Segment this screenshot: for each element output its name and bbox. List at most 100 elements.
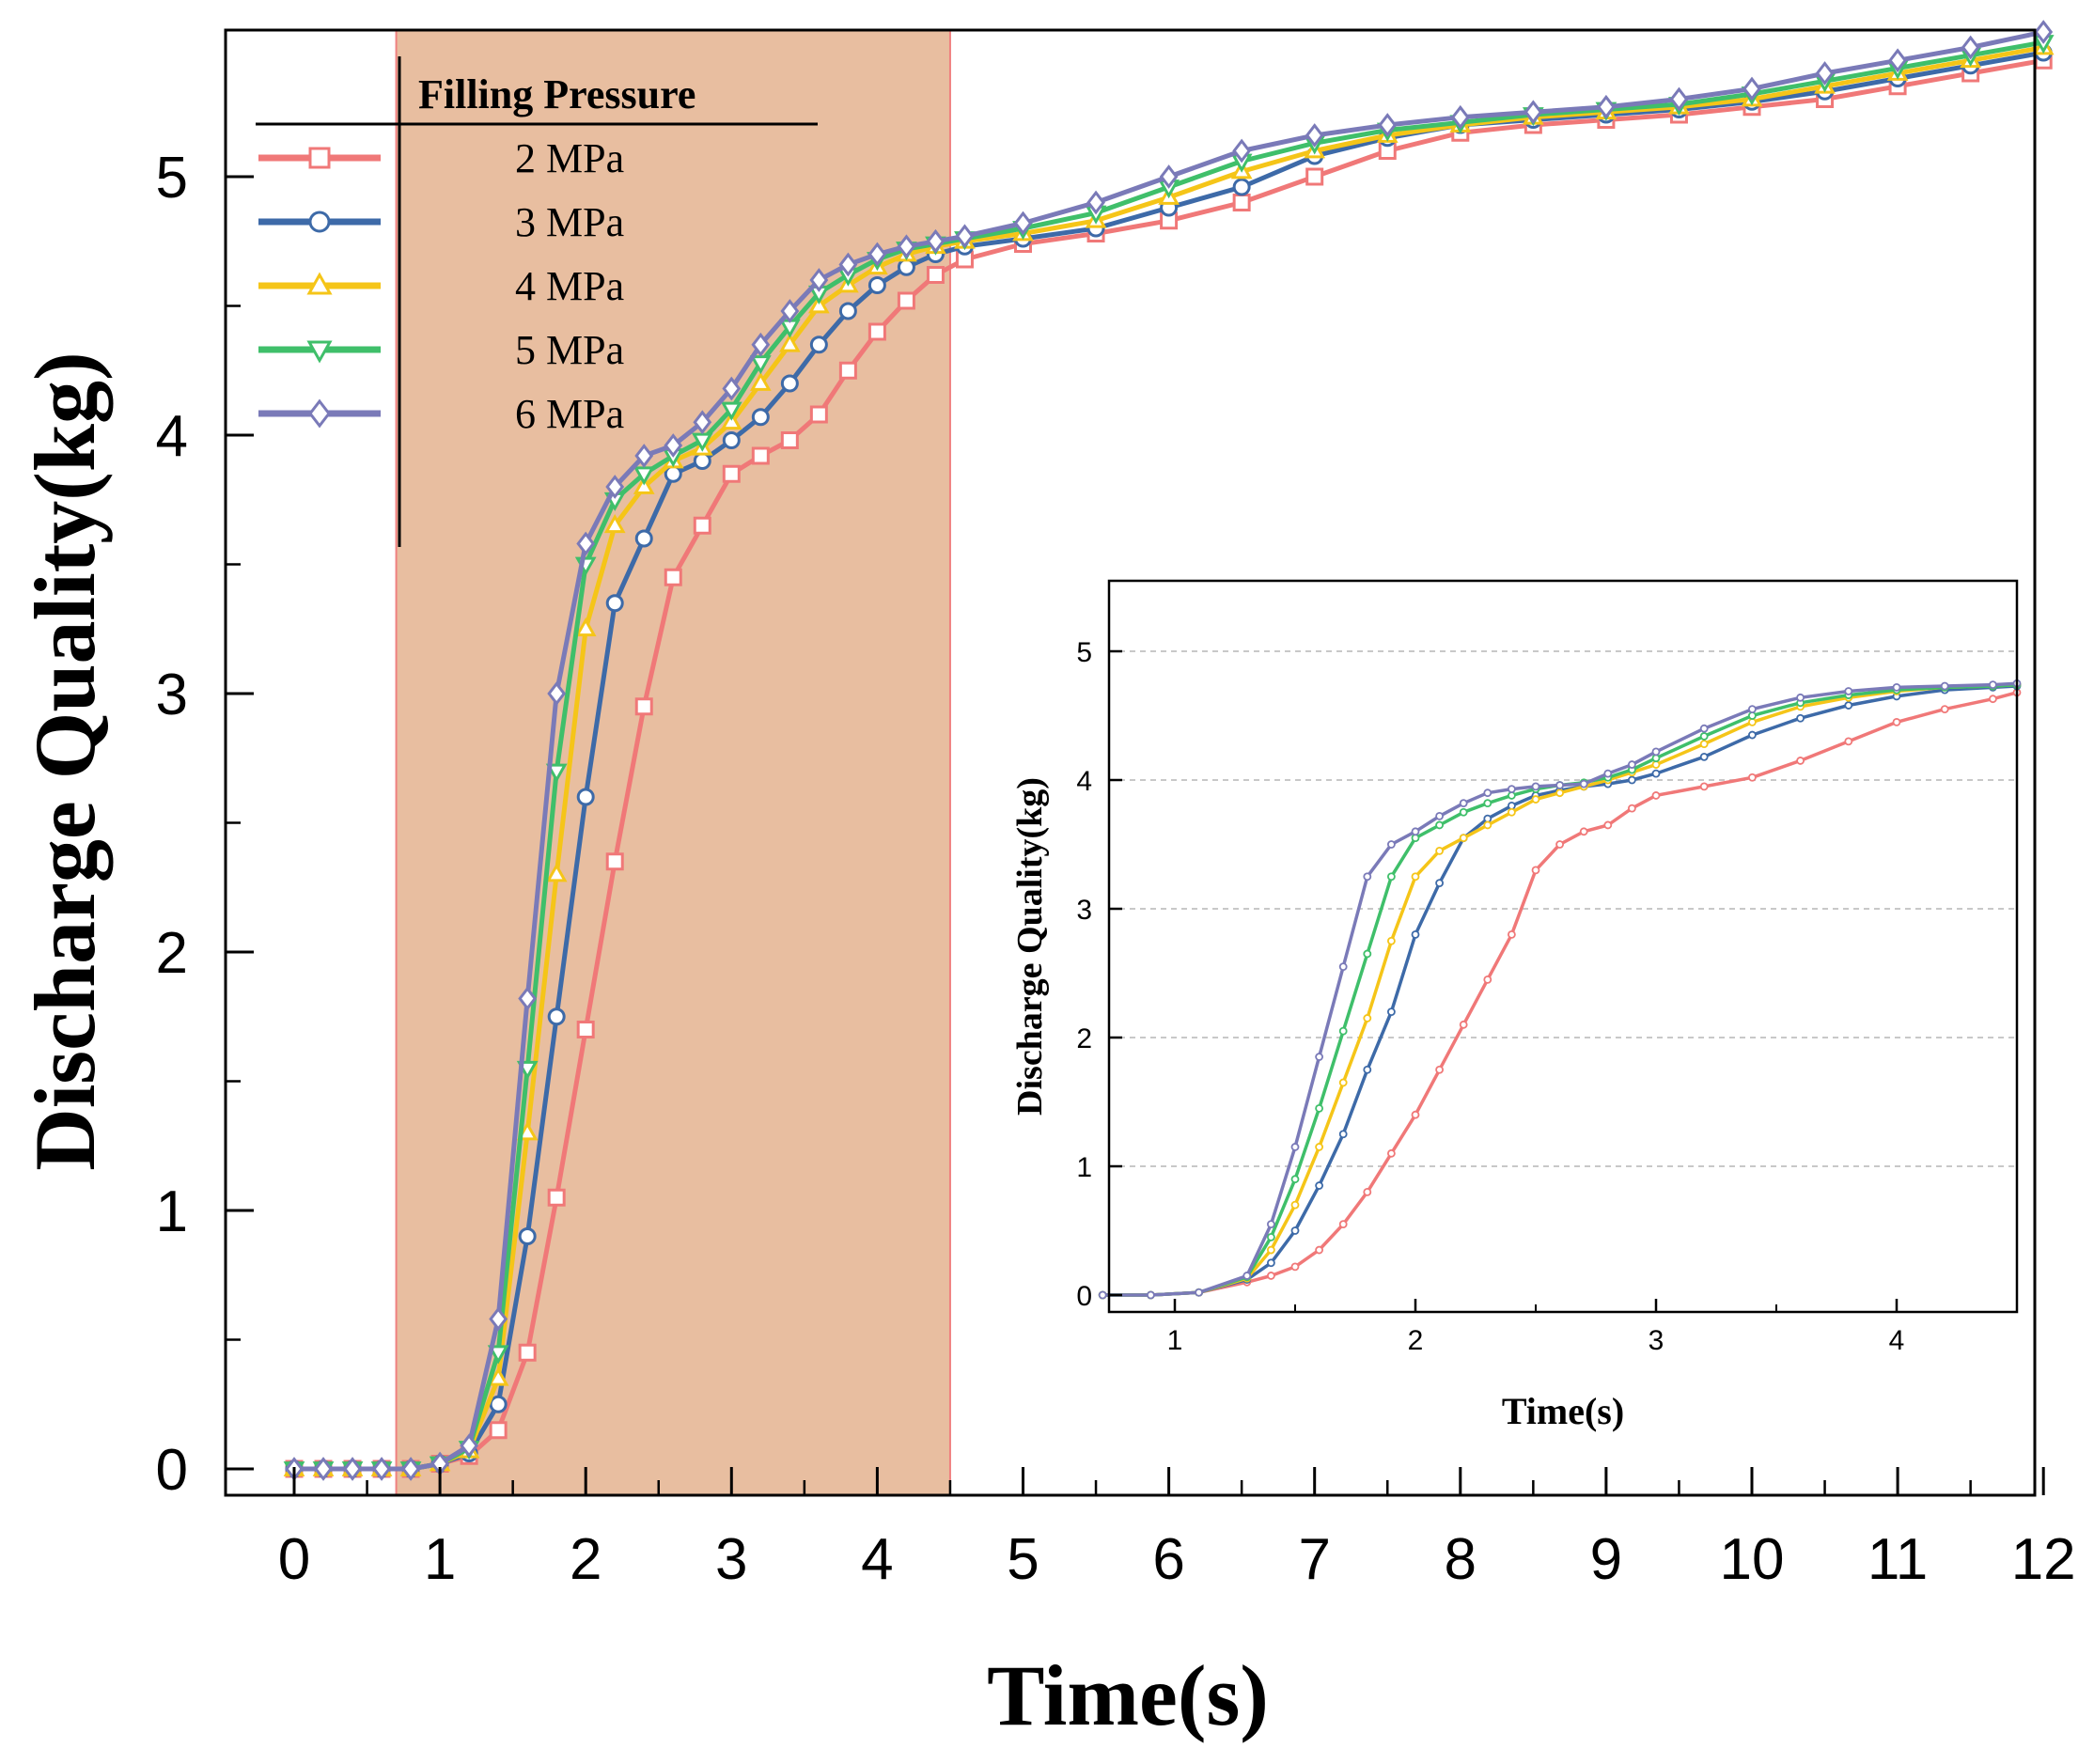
legend-label: 5 MPa bbox=[515, 327, 624, 373]
inset-data-point bbox=[1435, 811, 1444, 820]
inset-data-point bbox=[1628, 775, 1636, 785]
data-point bbox=[634, 529, 653, 548]
data-point bbox=[1378, 113, 1398, 137]
data-point bbox=[926, 228, 945, 254]
data-point bbox=[605, 852, 624, 871]
y-tick-label: 5 bbox=[156, 146, 188, 211]
y-tick-label: 0 bbox=[156, 1438, 188, 1503]
data-point bbox=[809, 405, 828, 424]
x-tick-label: 5 bbox=[1007, 1527, 1039, 1592]
inset-x-tick-label: 1 bbox=[1167, 1325, 1183, 1356]
inset-data-point bbox=[1628, 804, 1636, 813]
inset-y-tick-label: 3 bbox=[1076, 895, 1092, 926]
data-point bbox=[780, 431, 799, 449]
inset-data-point bbox=[1315, 1143, 1323, 1151]
data-point bbox=[807, 294, 830, 314]
y-tick-label: 3 bbox=[156, 663, 188, 727]
inset-data-point bbox=[1435, 879, 1444, 887]
y-tick-label: 4 bbox=[156, 404, 188, 469]
data-point bbox=[693, 516, 711, 535]
inset-x-tick-label: 2 bbox=[1408, 1325, 1424, 1356]
legend: Filling Pressure 2 MPa 3 MPa 4 MPa 5 MPa 6 M… bbox=[256, 56, 818, 547]
data-point bbox=[1450, 104, 1470, 130]
data-point bbox=[2034, 20, 2054, 44]
inset-y-tick-label: 2 bbox=[1076, 1023, 1092, 1054]
y-tick-label: 2 bbox=[156, 921, 188, 986]
inset-data-point bbox=[1699, 740, 1709, 749]
inset-data-point bbox=[1435, 846, 1444, 855]
data-point bbox=[547, 1188, 566, 1207]
inset-data-point bbox=[1290, 1175, 1300, 1184]
inset-data-point bbox=[1508, 785, 1516, 793]
inset-data-point bbox=[1290, 1226, 1300, 1235]
x-tick-label: 6 bbox=[1152, 1527, 1184, 1592]
y-tick-label: 1 bbox=[156, 1179, 188, 1244]
inset-data-point bbox=[1267, 1220, 1275, 1229]
data-point bbox=[634, 697, 653, 716]
inset-data-point bbox=[1651, 754, 1661, 763]
x-tick-label: 0 bbox=[278, 1527, 310, 1592]
inset-data-point bbox=[1508, 807, 1516, 817]
inset-data-point bbox=[1508, 930, 1516, 939]
inset-data-point bbox=[1796, 693, 1805, 702]
inset-data-point bbox=[1555, 840, 1564, 849]
inset-data-point bbox=[1411, 872, 1420, 882]
data-point bbox=[487, 1366, 509, 1386]
inset-data-point bbox=[1844, 701, 1853, 710]
inset-data-point bbox=[1435, 1065, 1444, 1074]
inset-data-point bbox=[1411, 834, 1420, 843]
inset-data-point bbox=[1459, 1020, 1468, 1029]
inset-data-point bbox=[1363, 872, 1372, 882]
inset-x-tick-label: 3 bbox=[1649, 1325, 1664, 1356]
inset-data-point bbox=[1748, 705, 1757, 714]
data-point bbox=[778, 333, 801, 352]
data-point bbox=[576, 788, 595, 806]
data-point bbox=[1232, 178, 1251, 196]
data-point bbox=[809, 336, 828, 354]
data-point bbox=[401, 1457, 420, 1481]
data-point bbox=[1086, 190, 1105, 215]
inset-grid-layer bbox=[1109, 650, 2017, 1167]
data-point bbox=[1742, 76, 1761, 101]
series-6-mpa bbox=[285, 20, 2054, 1481]
inset-y-tick-label: 1 bbox=[1076, 1152, 1092, 1183]
inset-data-point bbox=[1387, 936, 1396, 945]
highlight-region bbox=[395, 29, 951, 1496]
data-point bbox=[1232, 138, 1252, 164]
inset-data-point bbox=[1315, 1053, 1323, 1061]
data-point bbox=[664, 568, 682, 586]
data-point bbox=[1524, 100, 1543, 125]
inset-series-2-mpa bbox=[1098, 688, 2022, 1300]
inset-data-point bbox=[1411, 827, 1420, 836]
inset-data-point bbox=[1267, 1272, 1275, 1280]
legend-swatch-marker bbox=[306, 340, 333, 364]
inset-data-point bbox=[1531, 795, 1540, 804]
data-point bbox=[720, 401, 742, 421]
data-point bbox=[955, 224, 975, 249]
data-point bbox=[518, 1343, 537, 1362]
legend-item: 3 MPa bbox=[258, 199, 624, 245]
inset-data-point bbox=[1892, 682, 1901, 692]
inset-data-point bbox=[1387, 1007, 1396, 1016]
data-point bbox=[897, 234, 916, 259]
inset-data-point bbox=[1267, 1245, 1275, 1255]
inset-data-point bbox=[1338, 962, 1348, 972]
legend-swatch-marker bbox=[308, 147, 331, 169]
data-point bbox=[693, 410, 712, 435]
inset-data-point bbox=[1459, 834, 1468, 843]
main-plot-frame bbox=[224, 28, 2037, 1497]
legend-item: 4 MPa bbox=[258, 263, 624, 309]
inset-x-axis-label: Time(s) bbox=[1502, 1390, 1624, 1432]
inset-data-point bbox=[1098, 1290, 1107, 1300]
inset-data-point bbox=[1387, 840, 1396, 849]
inset-data-point bbox=[1435, 820, 1444, 830]
inset-data-point bbox=[1363, 1188, 1372, 1196]
inset-series-6-mpa bbox=[1098, 679, 2022, 1300]
data-point bbox=[518, 986, 538, 1011]
data-point bbox=[780, 299, 800, 323]
inset-plot-frame bbox=[1107, 579, 2019, 1314]
data-point bbox=[605, 475, 625, 499]
data-point bbox=[751, 332, 771, 357]
x-tick-label: 12 bbox=[2011, 1527, 2076, 1592]
